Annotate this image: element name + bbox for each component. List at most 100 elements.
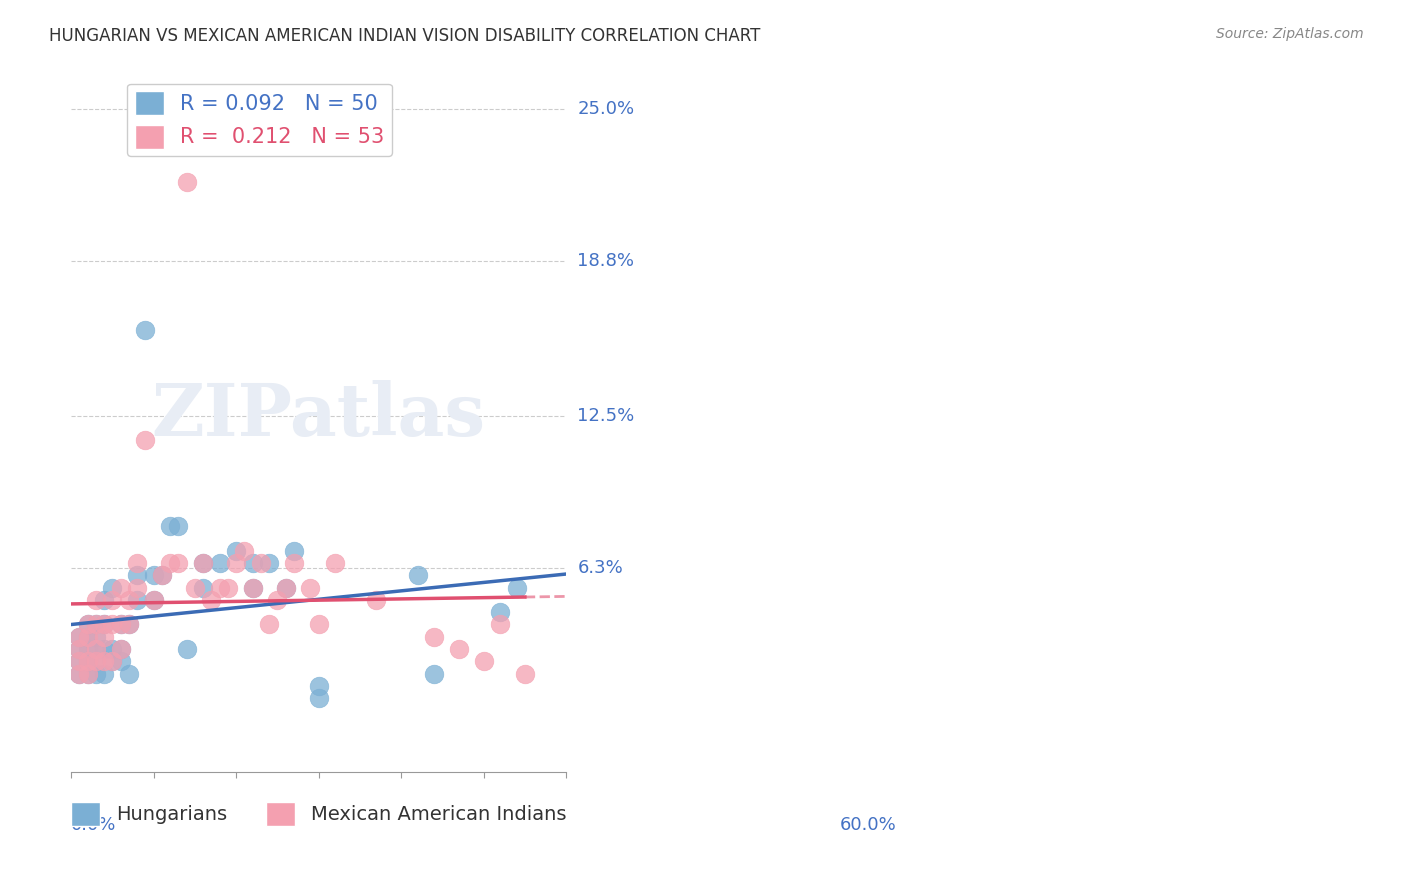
Point bbox=[69, 642, 91, 657]
Point bbox=[193, 556, 215, 570]
Point bbox=[93, 666, 115, 681]
Point bbox=[76, 654, 98, 668]
Point bbox=[93, 654, 115, 668]
Point bbox=[93, 617, 115, 632]
Point bbox=[274, 581, 297, 595]
Point bbox=[127, 556, 149, 570]
Point bbox=[142, 568, 165, 582]
Point bbox=[225, 543, 247, 558]
Point bbox=[101, 617, 124, 632]
Point bbox=[193, 556, 215, 570]
Point bbox=[69, 630, 91, 644]
Point bbox=[69, 642, 91, 657]
Point bbox=[250, 556, 273, 570]
Point bbox=[76, 617, 98, 632]
Point bbox=[110, 654, 132, 668]
Point bbox=[274, 581, 297, 595]
Point bbox=[308, 691, 330, 706]
Point bbox=[69, 666, 91, 681]
Point bbox=[257, 556, 280, 570]
Point bbox=[76, 666, 98, 681]
Point bbox=[266, 593, 288, 607]
Point bbox=[176, 175, 198, 189]
Point bbox=[447, 642, 470, 657]
Point bbox=[127, 568, 149, 582]
Point bbox=[69, 654, 91, 668]
Point bbox=[84, 654, 107, 668]
Point bbox=[101, 581, 124, 595]
Point bbox=[167, 556, 190, 570]
Point bbox=[225, 556, 247, 570]
Point bbox=[84, 666, 107, 681]
Point bbox=[142, 593, 165, 607]
Text: ZIPatlas: ZIPatlas bbox=[152, 380, 485, 451]
Point bbox=[84, 593, 107, 607]
Point bbox=[110, 617, 132, 632]
Point bbox=[150, 568, 173, 582]
Point bbox=[93, 642, 115, 657]
Point bbox=[76, 642, 98, 657]
Point bbox=[233, 543, 256, 558]
Point bbox=[308, 679, 330, 693]
Point bbox=[127, 593, 149, 607]
Point bbox=[423, 630, 446, 644]
Point bbox=[505, 581, 527, 595]
Point bbox=[208, 581, 231, 595]
Point bbox=[167, 519, 190, 533]
Point bbox=[423, 666, 446, 681]
Point bbox=[283, 543, 305, 558]
Point bbox=[69, 654, 91, 668]
Text: 6.3%: 6.3% bbox=[578, 559, 623, 577]
Point bbox=[299, 581, 322, 595]
Text: 0.0%: 0.0% bbox=[72, 816, 117, 834]
Point bbox=[110, 617, 132, 632]
Point bbox=[472, 654, 495, 668]
Point bbox=[242, 581, 264, 595]
Point bbox=[118, 666, 141, 681]
Point bbox=[134, 323, 156, 337]
Point bbox=[93, 617, 115, 632]
Point bbox=[84, 617, 107, 632]
Point bbox=[142, 593, 165, 607]
Point bbox=[76, 617, 98, 632]
Point bbox=[200, 593, 222, 607]
Point bbox=[308, 617, 330, 632]
Point bbox=[76, 630, 98, 644]
Point bbox=[76, 666, 98, 681]
Point bbox=[283, 556, 305, 570]
Point bbox=[159, 556, 181, 570]
Point bbox=[101, 593, 124, 607]
Point bbox=[118, 593, 141, 607]
Point bbox=[101, 654, 124, 668]
Point bbox=[127, 581, 149, 595]
Point bbox=[101, 654, 124, 668]
Point bbox=[513, 666, 536, 681]
Point bbox=[159, 519, 181, 533]
Point bbox=[184, 581, 207, 595]
Point bbox=[110, 642, 132, 657]
Point bbox=[93, 630, 115, 644]
Point bbox=[110, 581, 132, 595]
Point bbox=[134, 434, 156, 448]
Point bbox=[489, 605, 512, 619]
Text: 25.0%: 25.0% bbox=[578, 100, 634, 118]
Point bbox=[242, 581, 264, 595]
Text: Source: ZipAtlas.com: Source: ZipAtlas.com bbox=[1216, 27, 1364, 41]
Point bbox=[84, 617, 107, 632]
Legend: Hungarians, Mexican American Indians: Hungarians, Mexican American Indians bbox=[63, 794, 574, 833]
Point bbox=[93, 593, 115, 607]
Point bbox=[84, 642, 107, 657]
Point bbox=[118, 617, 141, 632]
Text: 60.0%: 60.0% bbox=[839, 816, 896, 834]
Point bbox=[489, 617, 512, 632]
Point bbox=[84, 630, 107, 644]
Point bbox=[242, 556, 264, 570]
Point bbox=[366, 593, 388, 607]
Point bbox=[118, 617, 141, 632]
Point bbox=[84, 642, 107, 657]
Point bbox=[208, 556, 231, 570]
Point bbox=[323, 556, 346, 570]
Point bbox=[150, 568, 173, 582]
Point bbox=[76, 654, 98, 668]
Point bbox=[406, 568, 429, 582]
